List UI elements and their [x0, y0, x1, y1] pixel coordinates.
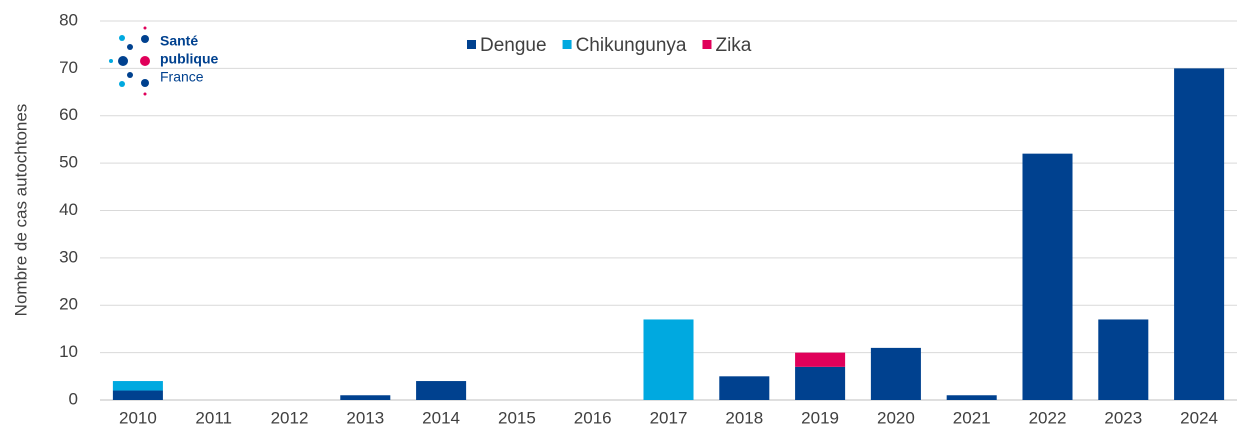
legend-swatch [702, 40, 712, 49]
x-tick-label: 2019 [801, 408, 839, 427]
y-tick-label: 70 [59, 58, 78, 77]
y-tick-label: 60 [59, 105, 78, 124]
x-tick-label: 2024 [1180, 408, 1218, 427]
y-tick-label: 30 [59, 247, 78, 266]
y-tick-label: 20 [59, 295, 78, 314]
logo-dot [143, 92, 147, 96]
y-tick-label: 40 [59, 200, 78, 219]
x-tick-label: 2022 [1029, 408, 1067, 427]
bar-segment [416, 381, 467, 400]
x-tick-label: 2023 [1104, 408, 1142, 427]
logo-text: Santé [160, 33, 198, 49]
legend-label: Dengue [480, 35, 547, 56]
bar-segment [1022, 153, 1073, 400]
logo-dot [140, 56, 150, 66]
legend-label: Chikungunya [576, 35, 687, 56]
bar-segment [946, 395, 997, 400]
bar-segment [870, 347, 921, 400]
y-tick-label: 10 [59, 342, 78, 361]
logo-dot [119, 35, 125, 41]
x-tick-label: 2020 [877, 408, 915, 427]
bar-segment [719, 376, 770, 400]
logo-dot [127, 44, 133, 50]
logo-text: France [160, 69, 204, 85]
x-tick-label: 2016 [574, 408, 612, 427]
legend-swatch [467, 40, 476, 49]
x-tick-label: 2012 [271, 408, 309, 427]
x-tick-label: 2021 [953, 408, 991, 427]
legend-label: Zika [715, 35, 751, 56]
x-tick-label: 2015 [498, 408, 536, 427]
x-tick-label: 2013 [346, 408, 384, 427]
bar-segment [340, 395, 391, 400]
logo-dot [118, 56, 128, 66]
bar-segment [1174, 68, 1225, 400]
bar-segment [112, 381, 163, 391]
logo: Santé publique France [109, 26, 219, 96]
x-tick-label: 2017 [650, 408, 688, 427]
y-tick-label: 0 [69, 389, 78, 408]
x-tick-label: 2011 [195, 408, 232, 427]
x-tick-label: 2014 [422, 408, 460, 427]
bar-segment [112, 390, 163, 400]
x-tick-label: 2010 [119, 408, 157, 427]
logo-dot [141, 35, 149, 43]
bar-segment [643, 319, 694, 400]
bar-segment [795, 366, 846, 400]
y-tick-label: 80 [59, 10, 78, 29]
logo-dot [141, 79, 149, 87]
legend-swatch [562, 40, 572, 49]
bar-segment [795, 352, 846, 367]
bar-segment [1098, 319, 1149, 400]
x-tick-label: 2018 [725, 408, 763, 427]
y-tick-label: 50 [59, 153, 78, 172]
logo-dot [109, 59, 113, 63]
logo-text: publique [160, 51, 219, 67]
y-axis-label: Nombre de cas autochtones [11, 104, 30, 317]
logo-dot [127, 72, 133, 78]
logo-dot [119, 81, 125, 87]
logo-dot [143, 26, 147, 30]
